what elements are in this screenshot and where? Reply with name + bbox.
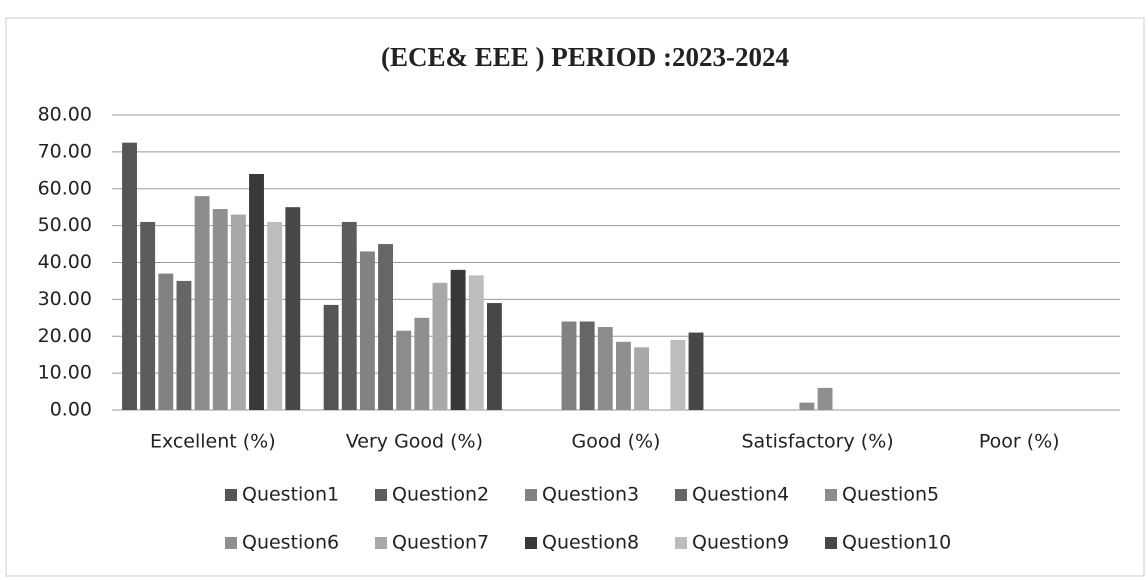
bar [688, 332, 704, 410]
bar [230, 214, 246, 410]
legend-swatch [675, 537, 687, 549]
legend-label: Question2 [392, 484, 489, 506]
x-tick-label: Excellent (%) [150, 431, 276, 453]
bar [616, 341, 631, 410]
bar [122, 142, 137, 410]
bar [267, 221, 283, 410]
y-tick-label: 20.00 [38, 325, 92, 347]
legend-label: Question10 [842, 532, 951, 554]
bar [670, 339, 686, 410]
bar [323, 304, 339, 410]
legend-label: Question7 [392, 532, 489, 554]
y-tick-label: 40.00 [38, 251, 92, 273]
bar [140, 221, 156, 410]
legend-label: Question1 [242, 484, 339, 506]
x-tick-label: Satisfactory (%) [742, 431, 894, 453]
legend-swatch [225, 537, 237, 549]
legend-label: Question8 [542, 532, 639, 554]
legend-swatch [825, 537, 837, 549]
bar [194, 196, 210, 410]
y-tick-label: 60.00 [38, 177, 92, 199]
bar [341, 221, 357, 410]
x-tick-label: Good (%) [572, 431, 661, 453]
legend-label: Question6 [242, 532, 339, 554]
legend-swatch [375, 489, 387, 501]
bar [486, 303, 502, 410]
y-tick-label: 50.00 [38, 214, 92, 236]
bar [634, 347, 650, 410]
chart-title: (ECE& EEE ) PERIOD :2023-2024 [381, 42, 789, 72]
y-tick-label: 70.00 [38, 140, 92, 162]
y-tick-label: 30.00 [38, 288, 92, 310]
legend-swatch [525, 537, 537, 549]
bar [468, 275, 484, 410]
y-tick-label: 10.00 [38, 362, 92, 384]
legend-swatch [225, 489, 237, 501]
bar [176, 280, 192, 410]
bar [579, 321, 595, 410]
bar [817, 387, 833, 410]
bar [378, 244, 393, 410]
legend-label: Question3 [542, 484, 639, 506]
legend-swatch [375, 537, 387, 549]
y-tick-label: 0.00 [50, 399, 92, 421]
bar [432, 282, 448, 410]
legend-label: Question9 [692, 532, 789, 554]
bar [799, 402, 815, 410]
bar [359, 251, 375, 410]
bar [597, 327, 613, 410]
legend-swatch [675, 489, 687, 501]
x-tick-label: Very Good (%) [346, 431, 483, 453]
legend-swatch [525, 489, 537, 501]
legend-swatch [825, 489, 837, 501]
y-tick-label: 80.00 [38, 104, 92, 126]
bar [414, 317, 430, 410]
bar [158, 273, 174, 410]
bar [561, 321, 577, 410]
legend-label: Question5 [842, 484, 939, 506]
legend-label: Question4 [692, 484, 789, 506]
bar [450, 269, 466, 410]
bar [249, 174, 264, 410]
bar [285, 207, 301, 410]
x-tick-label: Poor (%) [979, 431, 1060, 453]
bar [212, 209, 228, 410]
bar [396, 330, 412, 410]
